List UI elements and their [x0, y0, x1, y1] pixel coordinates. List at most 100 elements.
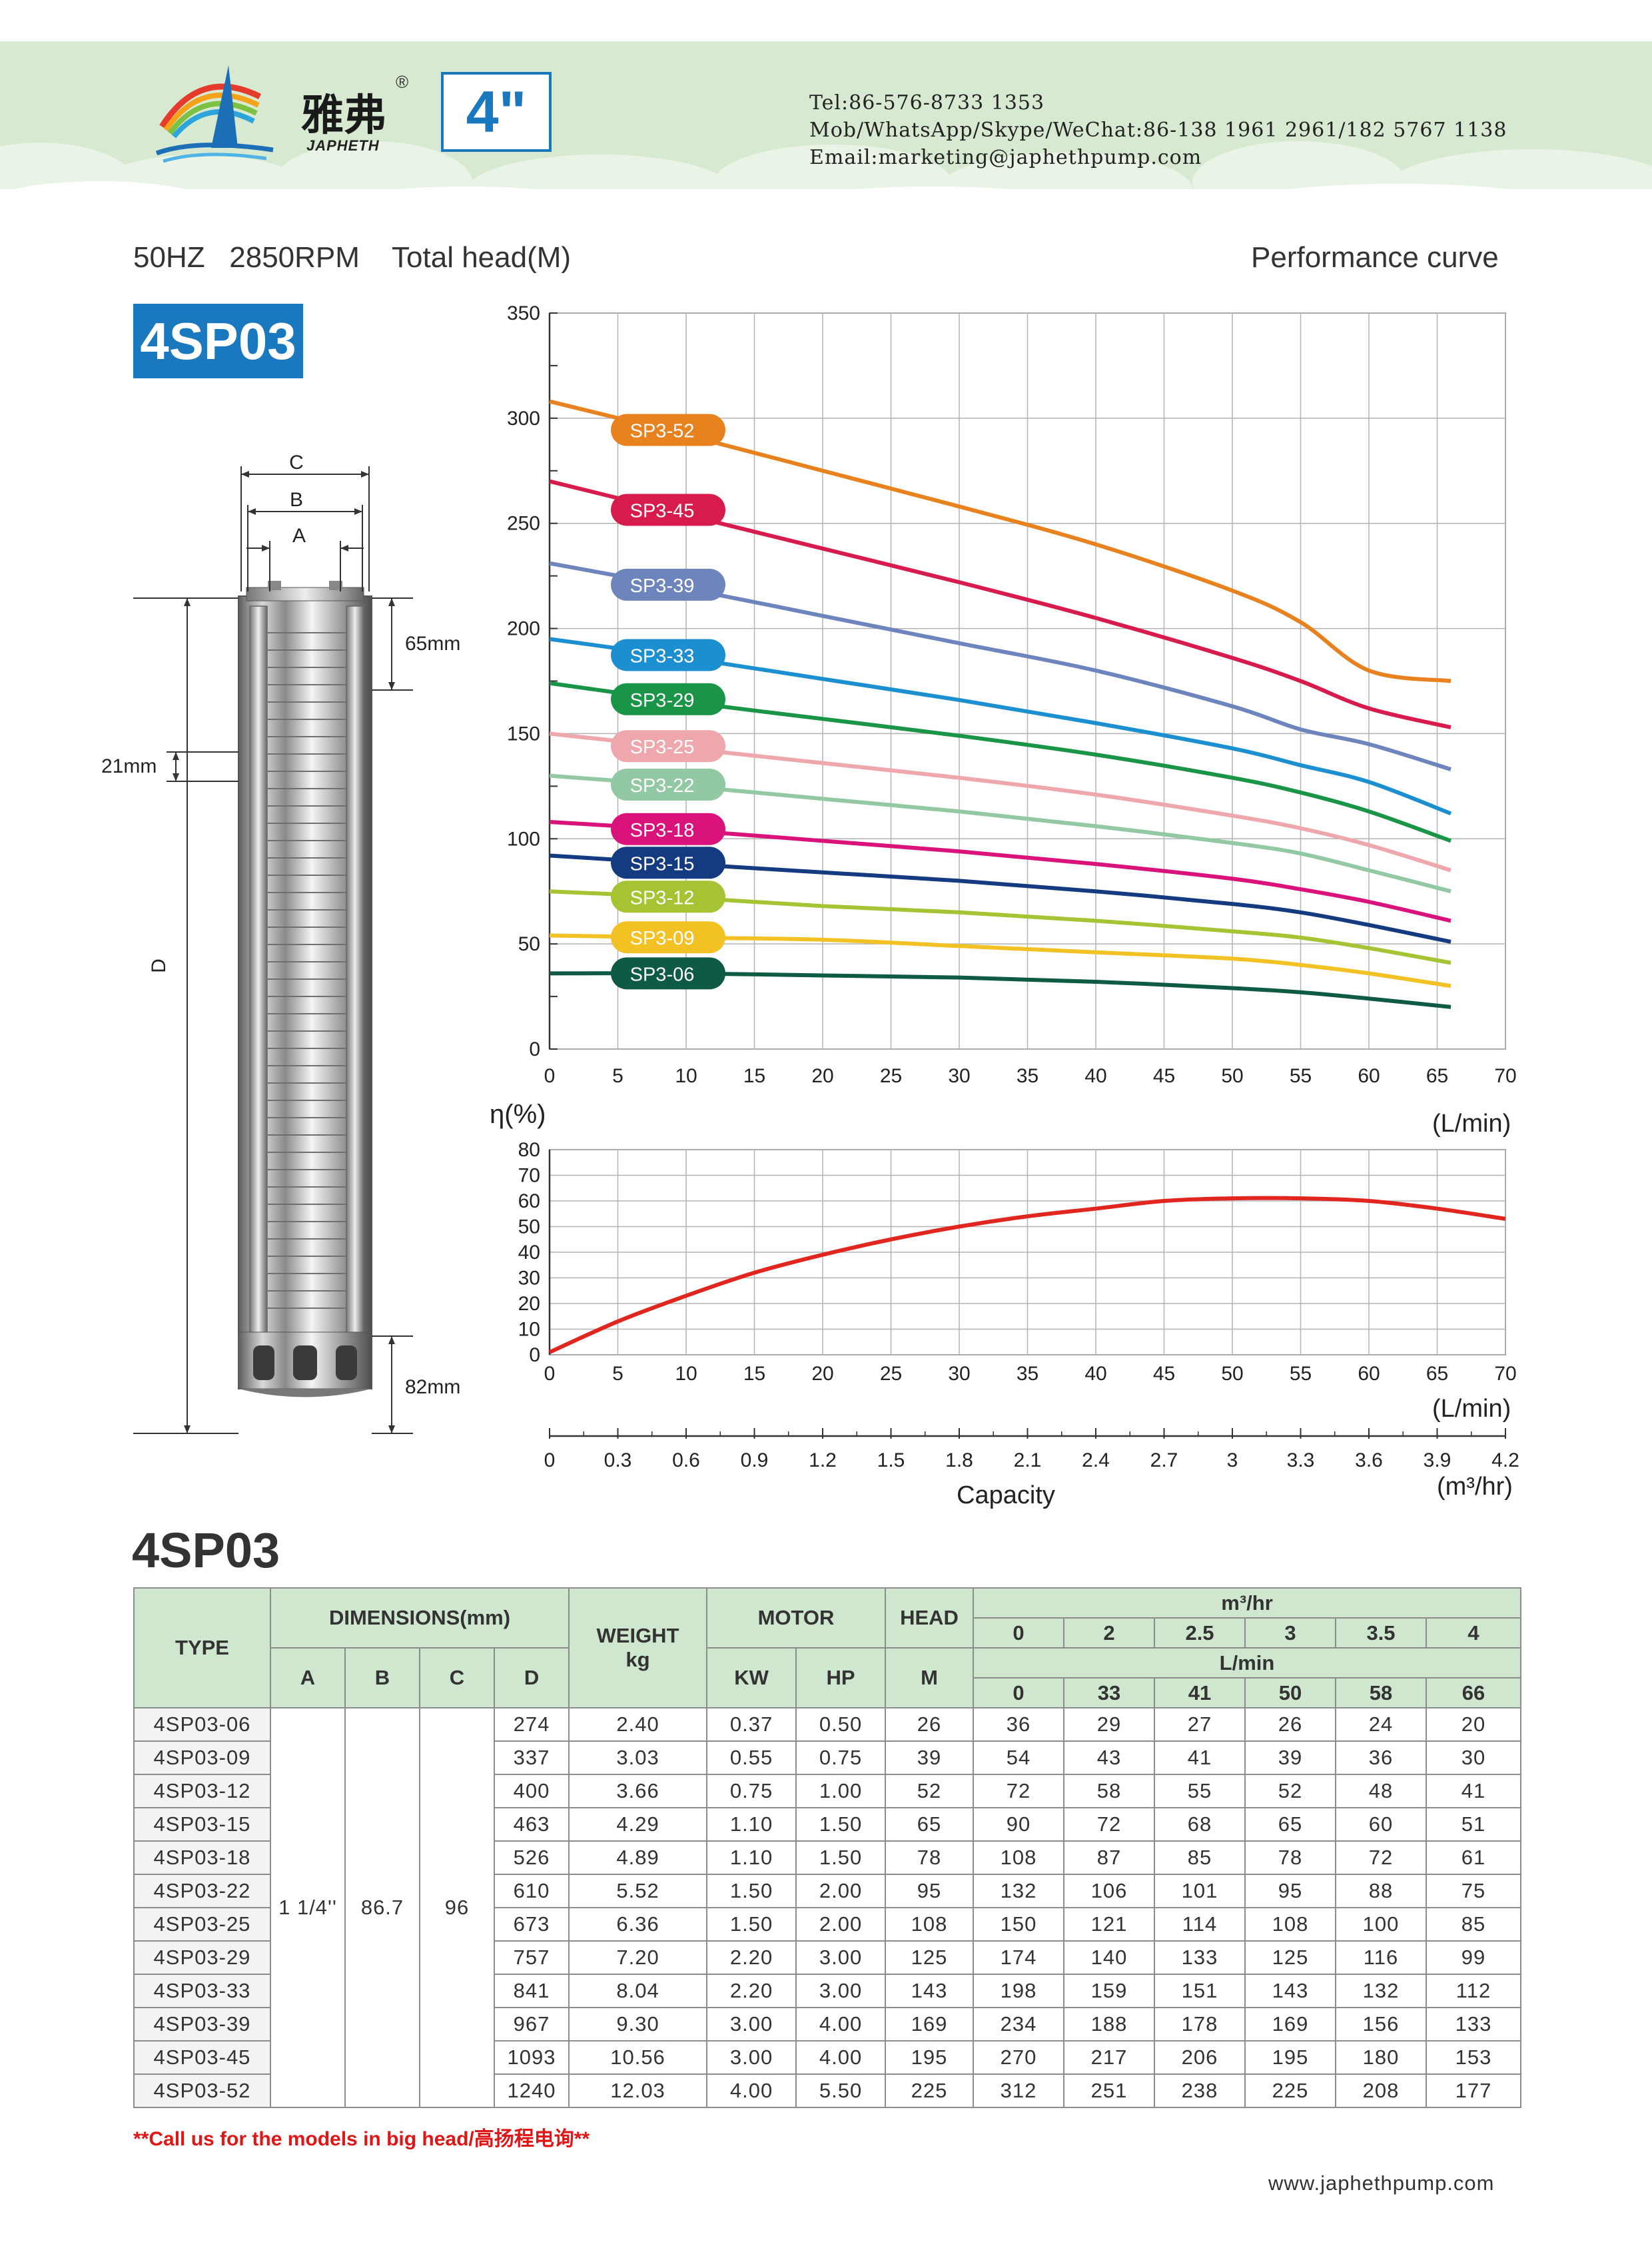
- y-tick-label: 0: [529, 1344, 540, 1366]
- series-pill: [611, 957, 725, 990]
- cell-type: 4SP03-09: [133, 1740, 271, 1775]
- capacity-tick-label: 0.9: [741, 1449, 769, 1471]
- series-label-sp3-39: SP3-39: [611, 568, 725, 601]
- cell-flow-head: 156: [1335, 2007, 1428, 2042]
- series-label-sp3-15: SP3-15: [611, 847, 725, 879]
- cell-dim-d: 757: [493, 1940, 570, 1975]
- cell-dim-d: 610: [493, 1874, 570, 1908]
- series-name: SP3-33: [630, 646, 695, 667]
- cell-flow-head: 36: [973, 1707, 1065, 1742]
- x-tick-label: 15: [743, 1363, 765, 1385]
- th-m3hr-value: 4: [1426, 1617, 1522, 1649]
- cell-type: 4SP03-45: [133, 2040, 271, 2075]
- cell-flow-head: 68: [1154, 1807, 1246, 1842]
- cell-weight: 7.20: [568, 1940, 708, 1975]
- eff-x-unit-label: (L/min): [1432, 1395, 1511, 1423]
- th-lmin-value: 0: [973, 1677, 1065, 1708]
- th-dimensions: DIMENSIONS(mm): [269, 1587, 570, 1649]
- table-title: 4SP03: [132, 1523, 280, 1578]
- cell-hp: 0.75: [795, 1740, 887, 1775]
- series-pill: [611, 768, 725, 801]
- cell-type: 4SP03-29: [133, 1940, 271, 1975]
- cell-head: 143: [885, 1974, 975, 2008]
- cell-flow-head: 112: [1426, 1974, 1522, 2008]
- spec-table: TYPE DIMENSIONS(mm) WEIGHT kg MOTOR HEAD…: [133, 1587, 1522, 2108]
- y-tick-label: 300: [507, 408, 540, 430]
- cell-hp: 2.00: [795, 1907, 887, 1942]
- x-tick-label: 25: [880, 1065, 902, 1087]
- th-lmin: L/min: [973, 1647, 1522, 1679]
- x-tick-label: 30: [948, 1363, 970, 1385]
- table-row: 4SP03-15 463 4.29 1.10 1.50 65 90 72 68 65 60 51: [133, 1807, 1522, 1842]
- cell-weight: 4.29: [568, 1807, 708, 1842]
- cell-flow-head: 177: [1426, 2073, 1522, 2108]
- capacity-tick-label: 0.3: [604, 1449, 632, 1471]
- th-lmin-value: 41: [1154, 1677, 1246, 1708]
- capacity-label: Capacity: [957, 1481, 1055, 1509]
- cell-dim-a: 1 1/4'': [270, 1707, 346, 2108]
- cell-weight: 10.56: [568, 2040, 708, 2075]
- x-tick-label: 60: [1358, 1363, 1380, 1385]
- capacity-tick-label: 3.6: [1355, 1449, 1383, 1471]
- cell-flow-head: 312: [973, 2073, 1065, 2108]
- cell-flow-head: 55: [1154, 1774, 1246, 1808]
- series-label-sp3-33: SP3-33: [611, 639, 725, 671]
- capacity-tick-label: 0.6: [672, 1449, 700, 1471]
- cell-flow-head: 121: [1063, 1907, 1156, 1942]
- cell-flow-head: 99: [1426, 1940, 1522, 1975]
- series-label-sp3-18: SP3-18: [611, 813, 725, 845]
- cell-kw: 1.10: [706, 1840, 797, 1875]
- cell-flow-head: 114: [1154, 1907, 1246, 1942]
- y-tick-label: 100: [507, 828, 540, 850]
- cell-flow-head: 140: [1063, 1940, 1156, 1975]
- th-m3hr: m³/hr: [973, 1587, 1522, 1619]
- cell-flow-head: 251: [1063, 2073, 1156, 2108]
- cell-flow-head: 43: [1063, 1740, 1156, 1775]
- table-row: 4SP03-06 1 1/4'' 86.7 96 274 2.40 0.37 0.50 26 36…: [133, 1707, 1522, 2108]
- table-row: 4SP03-22 610 5.52 1.50 2.00 95 132 106 101 95 88 75: [133, 1874, 1522, 1908]
- cell-dim-d: 1093: [493, 2040, 570, 2075]
- th-head-unit: M: [885, 1647, 975, 1708]
- cell-flow-head: 51: [1426, 1807, 1522, 1842]
- th-lmin-value: 33: [1063, 1677, 1156, 1708]
- cell-type: 4SP03-15: [133, 1807, 271, 1842]
- cell-head: 95: [885, 1874, 975, 1908]
- cell-kw: 1.10: [706, 1807, 797, 1842]
- y-tick-label: 50: [518, 933, 540, 955]
- cell-weight: 6.36: [568, 1907, 708, 1942]
- th-dim-b: B: [344, 1647, 420, 1708]
- cell-flow-head: 30: [1426, 1740, 1522, 1775]
- x-tick-label: 5: [612, 1363, 623, 1385]
- cell-hp: 1.50: [795, 1807, 887, 1842]
- th-motor: MOTOR: [706, 1587, 887, 1649]
- series-name: SP3-29: [630, 690, 695, 711]
- th-type: TYPE: [133, 1587, 271, 1708]
- x-tick-label: 5: [612, 1065, 623, 1087]
- cell-hp: 1.50: [795, 1840, 887, 1875]
- series-name: SP3-09: [630, 928, 695, 949]
- cell-kw: 1.50: [706, 1907, 797, 1942]
- cell-flow-head: 29: [1063, 1707, 1156, 1742]
- x-tick-label: 30: [948, 1065, 970, 1087]
- cell-kw: 4.00: [706, 2073, 797, 2108]
- cell-dim-d: 1240: [493, 2073, 570, 2108]
- performance-charts: 0 5 10 15 20 25 30 35 40 45 50 55 60 65 70050100150200…: [490, 302, 1519, 1509]
- table-row: 4SP03-33 841 8.04 2.20 3.00 143 198 159 151 143 13…: [133, 1974, 1522, 2008]
- dim-label-82mm: 82mm: [405, 1376, 460, 1398]
- cell-type: 4SP03-39: [133, 2007, 271, 2042]
- cell-kw: 2.20: [706, 1974, 797, 2008]
- brand-chinese-name: 雅弗: [301, 91, 386, 141]
- cell-flow-head: 85: [1426, 1907, 1522, 1942]
- y-tick-label: 200: [507, 618, 540, 640]
- th-kw: KW: [706, 1647, 797, 1708]
- series-name: SP3-18: [630, 820, 695, 841]
- series-pill: [611, 494, 725, 526]
- contact-mobile: Mob/WhatsApp/Skype/WeChat:86-138 1961 29…: [809, 119, 1507, 142]
- cell-flow-head: 178: [1154, 2007, 1246, 2042]
- table-row: 4SP03-45 1093 10.56 3.00 4.00 195 270 217 206 195…: [133, 2040, 1522, 2075]
- cell-flow-head: 24: [1335, 1707, 1428, 1742]
- cell-kw: 0.55: [706, 1740, 797, 1775]
- spec-table-body: 4SP03-06 1 1/4'' 86.7 96 274 2.40 0.37 0.50 26 36…: [133, 1707, 1522, 2108]
- series-label-sp3-22: SP3-22: [611, 768, 725, 801]
- cell-type: 4SP03-18: [133, 1840, 271, 1875]
